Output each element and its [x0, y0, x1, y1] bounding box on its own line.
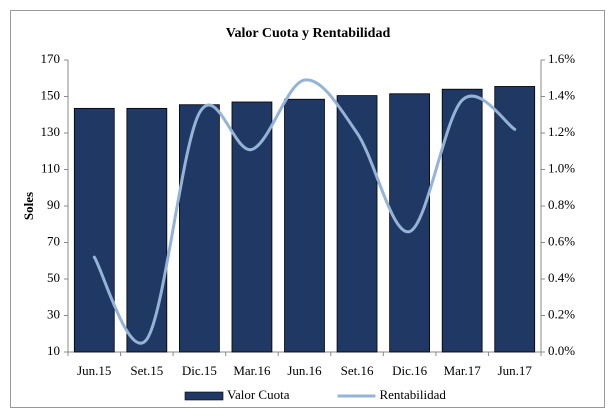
y-tick-label: 90: [47, 197, 60, 212]
y2-tick-label: 0.2%: [548, 306, 575, 321]
x-tick-label: Dic.16: [392, 363, 428, 378]
y2-tick-label: 0.8%: [548, 197, 575, 212]
y-axis-label: Soles: [21, 192, 36, 220]
x-tick-label: Jun.15: [77, 363, 111, 378]
y-tick-label: 150: [41, 87, 61, 102]
y2-tick-label: 1.4%: [548, 87, 575, 102]
y-tick-label: 110: [41, 160, 60, 175]
x-tick-label: Mar.16: [233, 363, 271, 378]
bar: [179, 104, 220, 353]
bar: [73, 107, 115, 353]
y2-tick-label: 0.6%: [548, 233, 575, 248]
legend-label: Rentabilidad: [379, 387, 446, 402]
bar: [336, 95, 378, 353]
y-tick-label: 130: [41, 124, 61, 139]
legend-label: Valor Cuota: [227, 387, 290, 402]
y-tick-label: 170: [41, 51, 61, 66]
bar: [126, 107, 168, 353]
y2-tick-label: 1.6%: [548, 51, 575, 66]
bar: [441, 88, 483, 353]
y2-tick-label: 0.4%: [548, 270, 575, 285]
y-tick-label: 70: [47, 233, 60, 248]
x-tick-label: Set.15: [130, 363, 163, 378]
line: [92, 78, 517, 345]
y2-tick-label: 1.2%: [548, 124, 575, 139]
legend-swatch: [184, 391, 224, 401]
y-tick-label: 50: [47, 270, 60, 285]
bar: [494, 86, 536, 353]
bar: [284, 98, 325, 353]
y-tick-label: 10: [47, 343, 60, 358]
x-tick-label: Dic.15: [182, 363, 217, 378]
y2-tick-label: 1.0%: [548, 160, 575, 175]
x-tick-label: Set.16: [341, 363, 374, 378]
x-tick-label: Jun.17: [498, 363, 533, 378]
x-tick-label: Mar.17: [444, 363, 482, 378]
chart-title: Valor Cuota y Rentabilidad: [226, 26, 391, 41]
y-tick-label: 30: [47, 306, 60, 321]
y2-tick-label: 0.0%: [548, 343, 575, 358]
x-tick-label: Jun.16: [287, 363, 322, 378]
